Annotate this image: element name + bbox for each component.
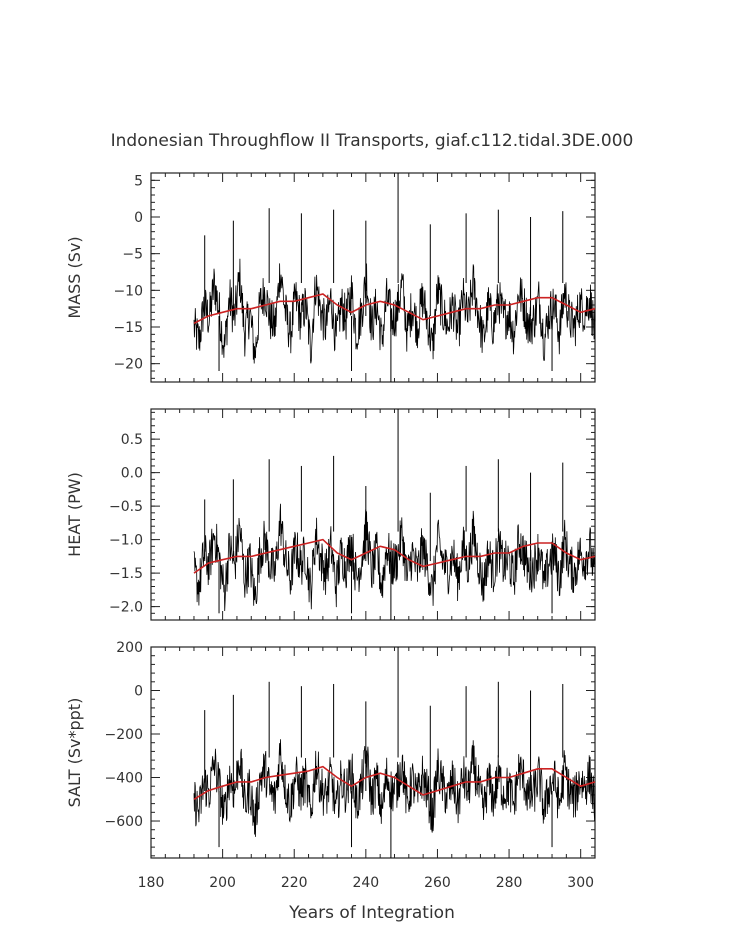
y-axis-label: MASS (Sv) bbox=[65, 236, 84, 318]
x-tick-label: 280 bbox=[496, 875, 523, 891]
x-axis-label: Years of Integration bbox=[288, 903, 455, 923]
y-tick-label: −15 bbox=[113, 320, 143, 336]
panel-mass: 5 0 −5 −10 −15 −20 MASS (Sv) bbox=[65, 172, 596, 383]
plot-frame bbox=[150, 172, 596, 383]
y-tick-label: −2.0 bbox=[109, 600, 143, 616]
y-tick-label: −600 bbox=[105, 814, 143, 830]
y-tick-label: 200 bbox=[116, 640, 143, 656]
y-tick-label: −400 bbox=[105, 771, 143, 787]
y-tick-label: 5 bbox=[134, 173, 143, 189]
y-tick-label: −20 bbox=[113, 357, 143, 373]
chart-title: Indonesian Throughflow II Transports, gi… bbox=[111, 131, 634, 151]
y-tick-label: −0.5 bbox=[109, 499, 143, 515]
series-smoothed-line bbox=[193, 538, 596, 574]
panel-salt: 200 0 −200 −400 −600 180 200 220 240 260 280 300 SAL… bbox=[65, 640, 596, 891]
series-smoothed-line bbox=[193, 765, 596, 800]
y-tick-label: −10 bbox=[113, 283, 143, 299]
y-axis-label: SALT (Sv*ppt) bbox=[65, 698, 84, 808]
series-raw-line bbox=[193, 258, 596, 364]
series-smoothed-line bbox=[193, 293, 596, 325]
series-raw-line bbox=[193, 739, 596, 837]
x-tick-label: 240 bbox=[352, 875, 379, 891]
y-tick-label: 0.5 bbox=[121, 432, 143, 448]
y-tick-label: −200 bbox=[105, 727, 143, 743]
y-tick-label: −1.5 bbox=[109, 566, 143, 582]
y-tick-label: −1.0 bbox=[109, 533, 143, 549]
series-raw-line bbox=[193, 503, 596, 612]
chart-panels: 5 0 −5 −10 −15 −20 MASS (Sv) 0.5 0.0 −0.5 −1.0 −1.5… bbox=[65, 172, 596, 891]
x-tick-label: 180 bbox=[138, 875, 165, 891]
y-tick-label: 0 bbox=[134, 210, 143, 226]
x-tick-label: 300 bbox=[567, 875, 594, 891]
plot-frame bbox=[150, 646, 596, 859]
plot-frame bbox=[150, 408, 596, 621]
y-axis-label: HEAT (PW) bbox=[65, 472, 84, 557]
y-tick-label: 0.0 bbox=[121, 466, 143, 482]
x-tick-label: 260 bbox=[424, 875, 451, 891]
panel-heat: 0.5 0.0 −0.5 −1.0 −1.5 −2.0 HEAT (PW) bbox=[65, 408, 596, 621]
x-tick-label: 200 bbox=[209, 875, 236, 891]
x-tick-label: 220 bbox=[281, 875, 308, 891]
y-tick-label: 0 bbox=[134, 684, 143, 700]
y-tick-label: −5 bbox=[122, 247, 143, 263]
